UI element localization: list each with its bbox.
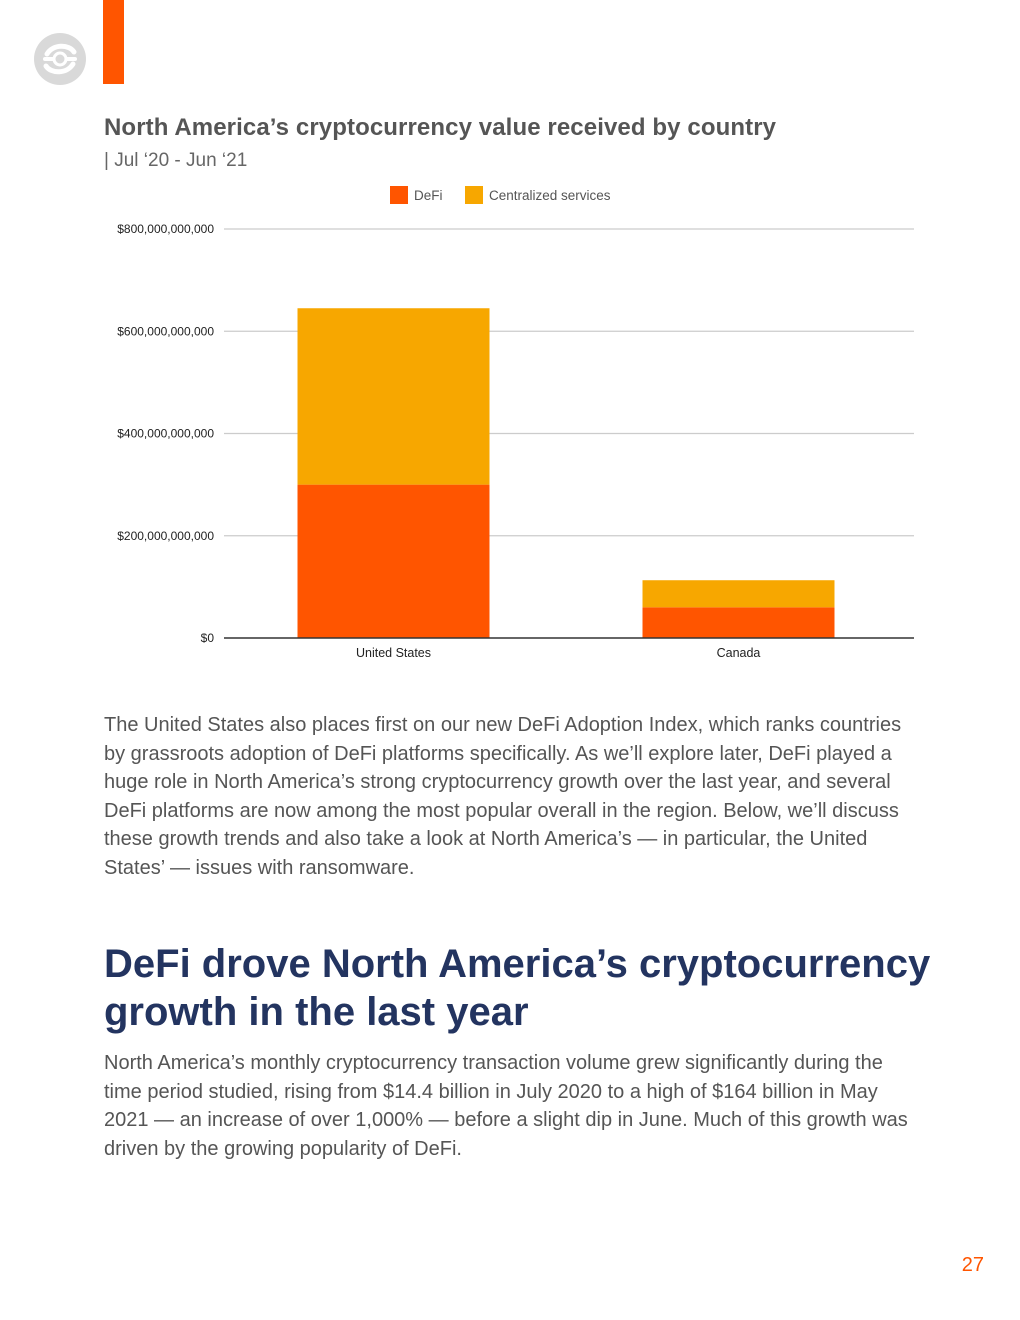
section-body-paragraph: North America’s monthly cryptocurrency t… — [104, 1052, 908, 1160]
y-tick-label: $200,000,000,000 — [117, 529, 214, 543]
logo-icon — [34, 33, 86, 85]
bar-segment — [642, 580, 835, 608]
x-tick-label: Canada — [717, 646, 761, 660]
y-tick-label: $400,000,000,000 — [117, 427, 214, 441]
y-tick-label: $0 — [201, 631, 215, 645]
legend-swatch — [390, 186, 408, 204]
section-heading: DeFi drove North America’s cryptocurrenc… — [104, 942, 931, 1034]
x-tick-label: United States — [356, 646, 431, 660]
page-number: 27 — [961, 1254, 984, 1276]
stacked-bar-chart: $0 $200,000,000,000 $400,000,000,000 $600,0… — [117, 186, 914, 660]
legend-swatch — [465, 186, 483, 204]
legend-label: DeFi — [414, 188, 443, 203]
chart-subtitle: | Jul ‘20 - Jun ‘21 — [104, 150, 248, 171]
y-tick-label: $800,000,000,000 — [117, 222, 214, 236]
intro-paragraph: The United States also places first on o… — [104, 714, 902, 879]
bar-segment — [642, 607, 835, 638]
y-tick-label: $600,000,000,000 — [117, 324, 214, 338]
bar-segment — [297, 484, 490, 638]
legend-label: Centralized services — [489, 188, 611, 203]
chart-title: North America’s cryptocurrency value rec… — [104, 114, 777, 141]
accent-bar — [103, 0, 124, 84]
bar-segment — [297, 308, 490, 485]
